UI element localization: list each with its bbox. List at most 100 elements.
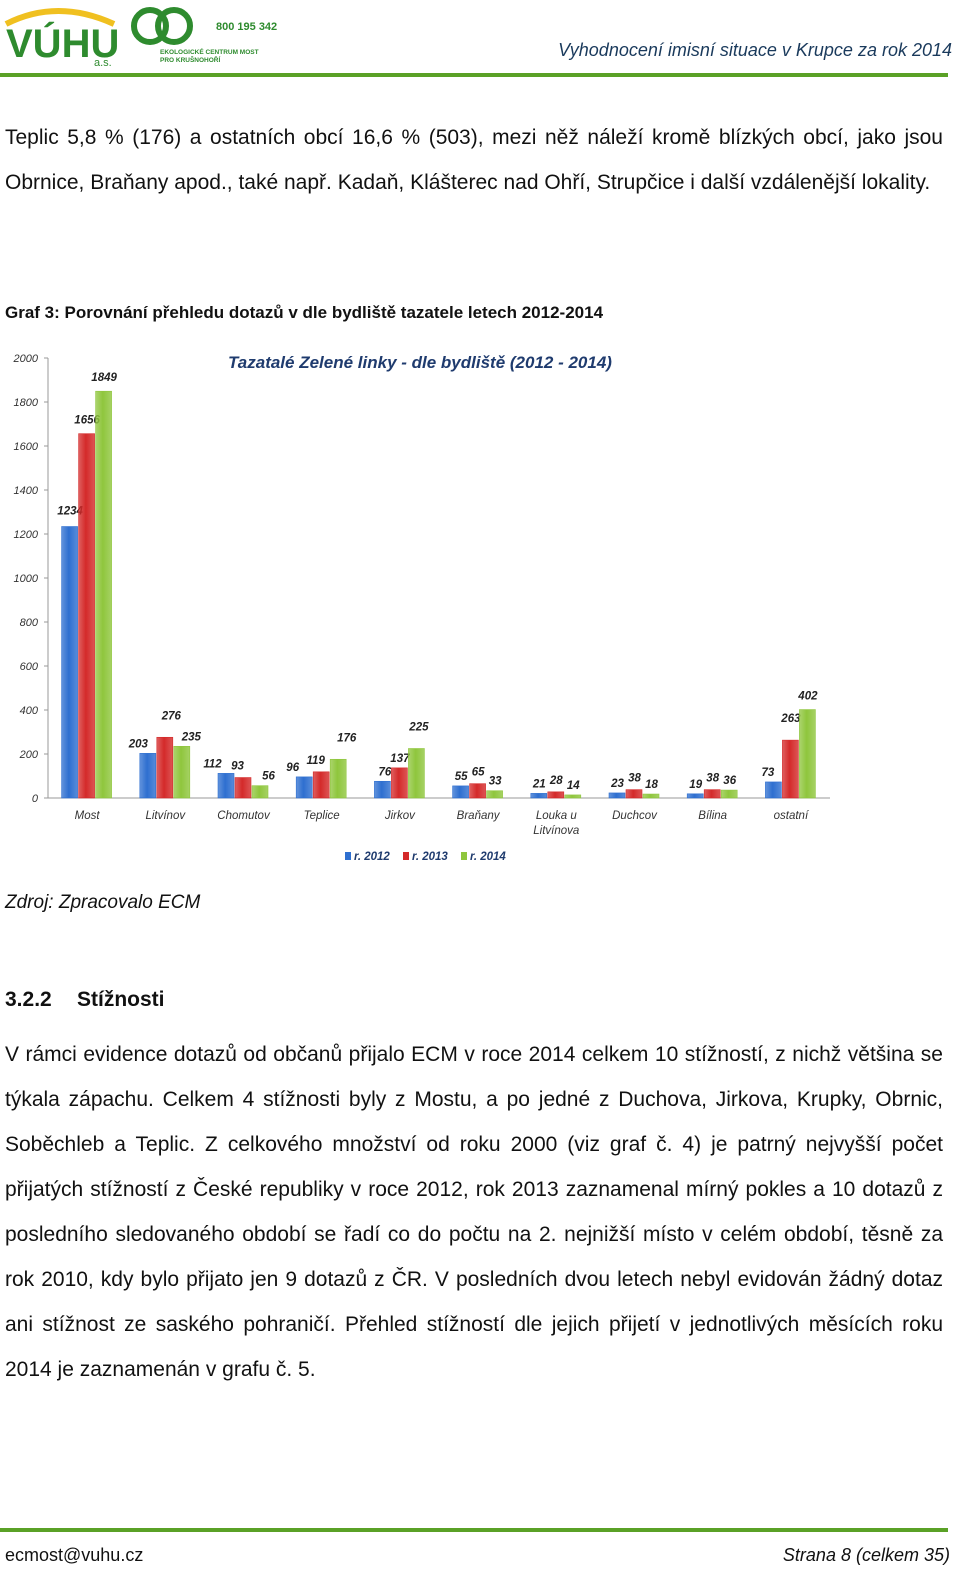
page-header: VÚHU a.s. 800 195 342 EKOLOGICKÉ CENTRUM… — [0, 0, 960, 82]
bar — [391, 767, 408, 799]
y-tick-label: 0 — [32, 793, 39, 805]
bar — [139, 753, 157, 799]
bar — [78, 433, 95, 799]
data-label: 18 — [645, 779, 658, 791]
data-label: 263 — [780, 713, 801, 725]
data-label: 28 — [549, 775, 563, 787]
bar — [156, 736, 174, 799]
data-label: 76 — [379, 766, 392, 778]
data-label: 93 — [231, 761, 244, 773]
bar — [686, 793, 704, 799]
section-title: Stížnosti — [77, 988, 165, 1011]
footer-email: ecmost@vuhu.cz — [5, 1545, 144, 1565]
y-tick-label: 800 — [20, 617, 39, 629]
bar — [608, 792, 626, 799]
data-label: 55 — [455, 771, 468, 783]
x-tick-label: Duchcov — [612, 810, 658, 822]
legend-label: r. 2014 — [470, 851, 506, 863]
bar — [782, 739, 799, 799]
data-label: 65 — [472, 767, 485, 779]
paragraph-1: Teplic 5,8 % (176) a ostatních obcí 16,6… — [5, 126, 943, 194]
data-label: 119 — [307, 755, 326, 767]
x-tick-label: Bílina — [698, 810, 727, 822]
bar — [469, 783, 486, 799]
data-label: 14 — [567, 780, 580, 792]
ecm-line-2: PRO KRUŠNOHOŘÍ — [160, 55, 221, 64]
data-label: 1849 — [91, 372, 117, 384]
bar — [530, 793, 548, 799]
bar — [625, 789, 643, 799]
bar — [720, 789, 738, 799]
y-tick-label: 1200 — [14, 529, 39, 541]
vuhu-logo-text: VÚHU — [6, 20, 119, 66]
data-label: 402 — [797, 691, 818, 703]
data-label: 33 — [489, 776, 502, 788]
x-tick-label: Louka u — [536, 810, 578, 822]
data-label: 19 — [689, 779, 702, 791]
data-label: 23 — [610, 778, 624, 790]
document-title: Vyhodnocení imisní situace v Krupce za r… — [558, 40, 952, 60]
chart-legend: r. 2012 r. 2013 r. 2014 — [345, 851, 506, 863]
data-label: 203 — [128, 738, 149, 750]
legend-label: r. 2012 — [354, 851, 390, 863]
legend-label: r. 2013 — [412, 851, 448, 863]
data-label: 21 — [532, 778, 546, 790]
bar — [703, 789, 721, 799]
figure-caption: Graf 3: Porovnání přehledu dotazů v dle … — [5, 303, 604, 322]
x-tick-label: Jirkov — [384, 810, 416, 822]
bar — [329, 758, 347, 799]
data-label: 73 — [762, 767, 775, 779]
ecm-logo: 800 195 342 EKOLOGICKÉ CENTRUM MOST PRO … — [131, 7, 277, 64]
data-label: 137 — [390, 753, 410, 765]
bar — [312, 771, 330, 799]
legend-swatch — [461, 852, 467, 860]
bar — [452, 785, 469, 799]
data-label: 276 — [161, 710, 182, 722]
x-tick-label: Chomutov — [217, 810, 271, 822]
y-tick-label: 1400 — [14, 485, 39, 497]
data-label: 225 — [408, 722, 429, 734]
x-tick-label: Most — [75, 810, 101, 822]
bar — [217, 773, 235, 799]
data-label: 1656 — [74, 415, 100, 427]
bar — [642, 793, 660, 799]
y-axis: 0 200 400 600 800 1000 1200 1400 1600 1800 2000 — [13, 353, 830, 805]
data-label: 176 — [337, 732, 357, 744]
bar — [547, 791, 565, 799]
data-label: 235 — [181, 731, 202, 743]
legend-swatch — [345, 852, 351, 860]
y-tick-label: 1000 — [14, 573, 39, 585]
chart-title: Tazatalé Zelené linky - dle bydliště (20… — [228, 353, 612, 372]
bar-chart: Tazatalé Zelené linky - dle bydliště (20… — [13, 353, 830, 863]
y-tick-label: 400 — [20, 705, 39, 717]
bar — [564, 794, 582, 799]
y-tick-label: 1600 — [14, 441, 39, 453]
bar — [173, 745, 191, 799]
x-tick-label: Teplice — [304, 810, 340, 822]
x-tick-label: Litvínova — [533, 825, 579, 837]
vuhu-logo: VÚHU a.s. — [4, 8, 119, 69]
data-label: 36 — [723, 775, 736, 787]
ecm-phone: 800 195 342 — [216, 21, 277, 33]
bar — [61, 526, 78, 799]
ecm-line-1: EKOLOGICKÉ CENTRUM MOST — [160, 47, 259, 56]
paragraph-2: V rámci evidence dotazů od občanů přijal… — [5, 1043, 943, 1381]
y-tick-label: 200 — [19, 749, 39, 761]
bar — [408, 748, 425, 799]
figure-source: Zdroj: Zpracovalo ECM — [5, 892, 201, 913]
footer-page-number: Strana 8 (celkem 35) — [782, 1545, 950, 1565]
y-tick-label: 2000 — [13, 353, 39, 365]
data-label: 38 — [706, 773, 719, 785]
y-tick-label: 1800 — [14, 397, 39, 409]
bar — [234, 777, 252, 799]
bar — [295, 776, 313, 799]
x-tick-label: Braňany — [457, 810, 501, 822]
data-label: 96 — [286, 762, 299, 774]
vuhu-logo-sub: a.s. — [94, 57, 112, 69]
bar — [251, 785, 269, 799]
x-tick-label: Litvínov — [145, 810, 186, 822]
data-label: 1234 — [57, 506, 83, 518]
bars-group: 1234 1656 1849 203 276 235 112 93 56 96 119 176 7613… — [57, 372, 818, 799]
bar — [799, 709, 816, 799]
x-axis-labels: Most Litvínov Chomutov Teplice Jirkov Braňany… — [75, 810, 810, 837]
